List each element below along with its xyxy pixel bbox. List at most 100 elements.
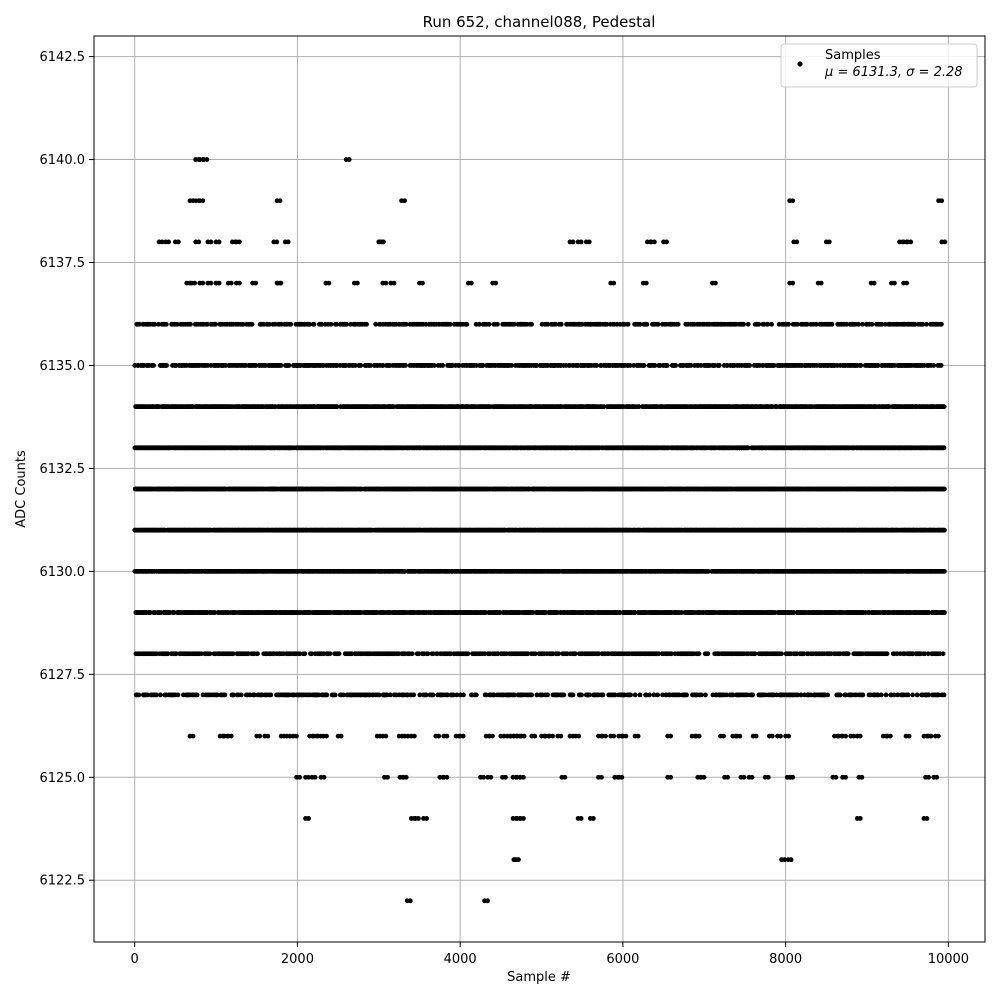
data-point (207, 651, 213, 657)
data-point (454, 692, 460, 698)
data-point (430, 651, 436, 657)
data-point (895, 692, 901, 698)
data-point (570, 692, 576, 698)
data-point (268, 692, 274, 698)
data-point (730, 692, 736, 698)
data-point (341, 692, 346, 698)
data-point (752, 651, 758, 657)
data-point (669, 651, 674, 657)
data-point (461, 692, 466, 698)
data-point (941, 568, 947, 574)
data-point (942, 527, 947, 533)
data-point (175, 692, 181, 698)
data-point (884, 651, 890, 657)
data-point (136, 692, 142, 698)
data-point (222, 692, 228, 698)
data-point (655, 692, 661, 698)
data-point (247, 692, 253, 698)
data-point (145, 692, 150, 698)
data-point (925, 651, 931, 657)
data-point (628, 692, 634, 698)
data-point (230, 651, 236, 657)
data-point (251, 692, 257, 698)
data-point (417, 692, 423, 698)
data-point (651, 692, 657, 698)
data-point (430, 692, 436, 698)
data-point (941, 486, 947, 492)
data-point (883, 692, 889, 698)
data-point (843, 692, 849, 698)
data-point (942, 610, 947, 615)
data-point (875, 692, 881, 698)
data-point (905, 692, 911, 698)
data-point (926, 692, 932, 698)
data-point (860, 692, 866, 698)
data-point (483, 692, 489, 698)
data-point (910, 692, 915, 698)
data-point (491, 692, 497, 698)
data-point (529, 692, 535, 698)
data-point (676, 692, 682, 698)
data-point (425, 651, 431, 657)
data-point (157, 692, 163, 698)
data-point (525, 651, 531, 657)
data-point (532, 651, 538, 657)
data-point (324, 692, 330, 698)
data-point (411, 692, 417, 698)
data-point (600, 692, 606, 698)
data-point (798, 692, 804, 698)
data-point (696, 651, 702, 657)
data-point (940, 651, 946, 657)
data-point (941, 692, 947, 698)
data-point (445, 692, 450, 698)
data-point (556, 651, 561, 657)
data-point (194, 692, 200, 698)
data-point (545, 692, 550, 698)
data-point (302, 651, 308, 657)
data-point (336, 651, 342, 657)
data-point (878, 692, 884, 698)
data-point (572, 651, 578, 657)
data-point (473, 692, 479, 698)
data-point (327, 651, 333, 657)
data-point (705, 651, 711, 657)
data-point (612, 692, 618, 698)
data-point (656, 651, 661, 657)
data-point (922, 651, 928, 657)
data-point (825, 692, 831, 698)
data-point (637, 692, 643, 698)
data-point (587, 692, 592, 698)
data-point (238, 692, 244, 698)
chart-title: Run 652, channel088, Pedestal (423, 13, 656, 31)
data-point (703, 692, 708, 698)
data-point (801, 651, 807, 657)
data-point (332, 692, 338, 698)
data-point (684, 692, 690, 698)
data-point (647, 692, 652, 698)
data-point (914, 692, 920, 698)
data-point (423, 692, 429, 698)
data-point (376, 692, 382, 698)
data-point (255, 651, 260, 657)
data-point (465, 651, 471, 657)
data-point (534, 692, 540, 698)
data-point (231, 692, 236, 698)
data-point (173, 651, 179, 657)
data-point (165, 651, 171, 657)
data-point (451, 692, 456, 698)
data-point (750, 692, 756, 698)
data-point (309, 651, 315, 657)
data-point (153, 692, 159, 698)
data-point (561, 692, 567, 698)
data-point (724, 692, 729, 698)
data-point (837, 692, 843, 698)
data-point (409, 651, 415, 657)
data-point (316, 692, 322, 698)
data-point (579, 692, 584, 698)
data-point (698, 692, 704, 698)
data-point (596, 651, 602, 657)
data-point (891, 692, 897, 698)
data-point (795, 692, 800, 698)
